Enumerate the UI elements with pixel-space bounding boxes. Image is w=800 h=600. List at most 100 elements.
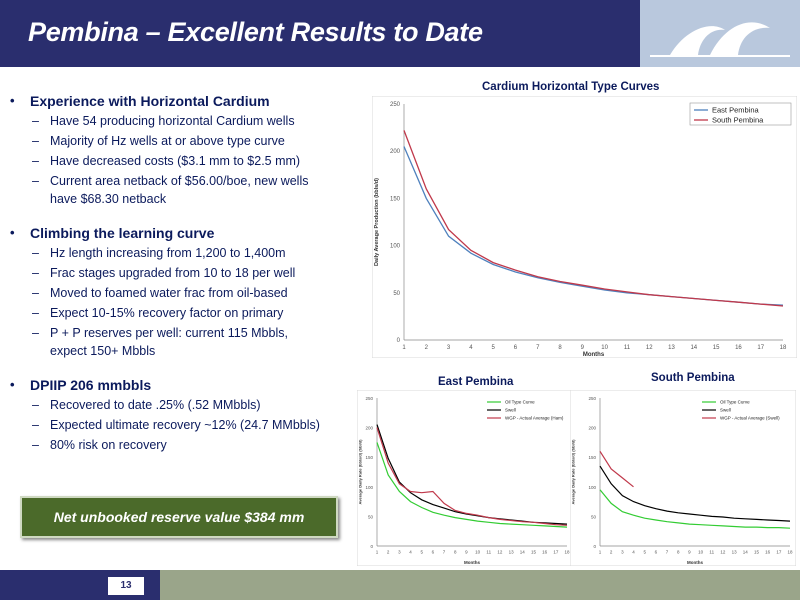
x-tick-label: 6 — [514, 345, 518, 351]
x-tick-label: 10 — [601, 345, 608, 351]
legend-entry: Swell — [505, 408, 516, 413]
x-tick-label: 5 — [492, 345, 496, 351]
y-tick-label: 200 — [588, 426, 596, 431]
x-tick-label: 17 — [757, 345, 764, 351]
east-chart-title: East Pembina — [438, 376, 514, 388]
x-tick-label: 7 — [536, 345, 540, 351]
x-tick-label: 10 — [475, 550, 481, 555]
bullet-heading: • Climbing the learning curve — [10, 225, 215, 241]
x-tick-label: 8 — [454, 550, 457, 555]
y-tick-label: 0 — [370, 544, 373, 549]
page-title: Pembina – Excellent Results to Date — [28, 17, 483, 47]
legend-entry: East Pembina — [712, 106, 760, 115]
series-line — [599, 465, 791, 522]
y-tick-label: 150 — [390, 196, 401, 202]
x-tick-label: 15 — [754, 550, 760, 555]
x-tick-label: 14 — [520, 550, 526, 555]
x-tick-label: 2 — [610, 550, 613, 555]
y-tick-label: 200 — [390, 149, 401, 155]
x-tick-label: 10 — [698, 550, 704, 555]
x-tick-label: 7 — [443, 550, 446, 555]
bullet-item: – P + P reserves per well: current 115 Mb… — [32, 326, 288, 340]
x-tick-label: 12 — [497, 550, 503, 555]
series-line — [376, 442, 568, 528]
x-tick-label: 11 — [624, 345, 631, 351]
x-axis-label: Months — [583, 352, 605, 358]
x-tick-label: 16 — [735, 345, 742, 351]
x-tick-label: 18 — [787, 550, 793, 555]
series-line — [403, 130, 784, 307]
page-number: 13 — [108, 577, 144, 595]
x-tick-label: 3 — [398, 550, 401, 555]
x-tick-label: 1 — [599, 550, 602, 555]
x-tick-label: 14 — [690, 345, 697, 351]
y-tick-label: 200 — [365, 426, 373, 431]
y-tick-label: 250 — [365, 396, 373, 401]
x-tick-label: 5 — [420, 550, 423, 555]
y-tick-label: 250 — [588, 396, 596, 401]
y-axis-label: Average Daily Rate (bbls/d) (bbl/d) — [358, 439, 363, 505]
wave-logo-icon — [640, 0, 800, 67]
net-reserve-label: Net unbooked reserve value $384 mm — [53, 509, 305, 525]
x-tick-label: 13 — [668, 345, 675, 351]
bullet-item-continued: expect 150+ Mbbls — [50, 344, 156, 358]
bullet-heading: • DPIIP 206 mmbbls — [10, 377, 152, 393]
series-line — [599, 489, 791, 529]
x-tick-label: 8 — [558, 345, 562, 351]
chart-frame — [357, 390, 573, 566]
x-tick-label: 4 — [409, 550, 412, 555]
y-tick-label: 0 — [593, 544, 596, 549]
x-tick-label: 3 — [621, 550, 624, 555]
x-tick-label: 4 — [469, 345, 473, 351]
x-tick-label: 11 — [709, 550, 714, 555]
y-tick-label: 0 — [397, 338, 401, 344]
bullet-list: • Experience with Horizontal Cardium – Hav… — [10, 92, 355, 454]
x-tick-label: 12 — [720, 550, 726, 555]
x-tick-label: 13 — [509, 550, 515, 555]
y-tick-label: 50 — [591, 514, 597, 519]
x-tick-label: 18 — [564, 550, 570, 555]
x-tick-label: 4 — [632, 550, 635, 555]
x-tick-label: 3 — [447, 345, 451, 351]
bullet-item: – Majority of Hz wells at or above type c… — [32, 134, 285, 148]
bullet-item: – Have 54 producing horizontal Cardium we… — [32, 114, 295, 128]
x-tick-label: 5 — [643, 550, 646, 555]
y-axis-label: Average Daily Rate (bbls/d) (bbl/d) — [571, 439, 576, 505]
x-tick-label: 9 — [688, 550, 691, 555]
x-tick-label: 16 — [542, 550, 548, 555]
x-tick-label: 11 — [486, 550, 491, 555]
legend-entry: Oil Type Curve — [720, 400, 750, 405]
bullet-item: – Expect 10-15% recovery factor on primar… — [32, 306, 284, 320]
net-reserve-callout: Net unbooked reserve value $384 mm — [20, 496, 338, 538]
bullet-item: – Have decreased costs ($3.1 mm to $2.5 m… — [32, 154, 301, 168]
y-tick-label: 100 — [588, 485, 596, 490]
x-tick-label: 16 — [765, 550, 771, 555]
x-tick-label: 12 — [646, 345, 653, 351]
legend-entry: South Pembina — [712, 116, 764, 125]
y-tick-label: 50 — [368, 514, 374, 519]
legend-entry: Oil Type Curve — [505, 400, 535, 405]
chart-frame — [372, 96, 797, 358]
x-tick-label: 2 — [387, 550, 390, 555]
bullet-heading: • Experience with Horizontal Cardium — [10, 93, 270, 109]
x-tick-label: 18 — [780, 345, 787, 351]
legend-entry: WGP - Actual Average (Ham) — [505, 416, 564, 421]
x-tick-label: 8 — [677, 550, 680, 555]
x-tick-label: 17 — [776, 550, 782, 555]
y-tick-label: 100 — [390, 244, 401, 250]
x-tick-label: 2 — [425, 345, 429, 351]
bullet-item: – Moved to foamed water frac from oil-bas… — [32, 286, 288, 300]
x-tick-label: 1 — [376, 550, 379, 555]
y-tick-label: 100 — [365, 485, 373, 490]
x-tick-label: 15 — [713, 345, 720, 351]
y-tick-label: 250 — [390, 102, 401, 108]
x-tick-label: 1 — [402, 345, 406, 351]
bullet-item-continued: have $68.30 netback — [50, 192, 167, 206]
x-tick-label: 9 — [465, 550, 468, 555]
x-tick-label: 7 — [666, 550, 669, 555]
main-chart-title: Cardium Horizontal Type Curves — [482, 81, 660, 93]
bullet-item: – Hz length increasing from 1,200 to 1,40… — [32, 246, 286, 260]
